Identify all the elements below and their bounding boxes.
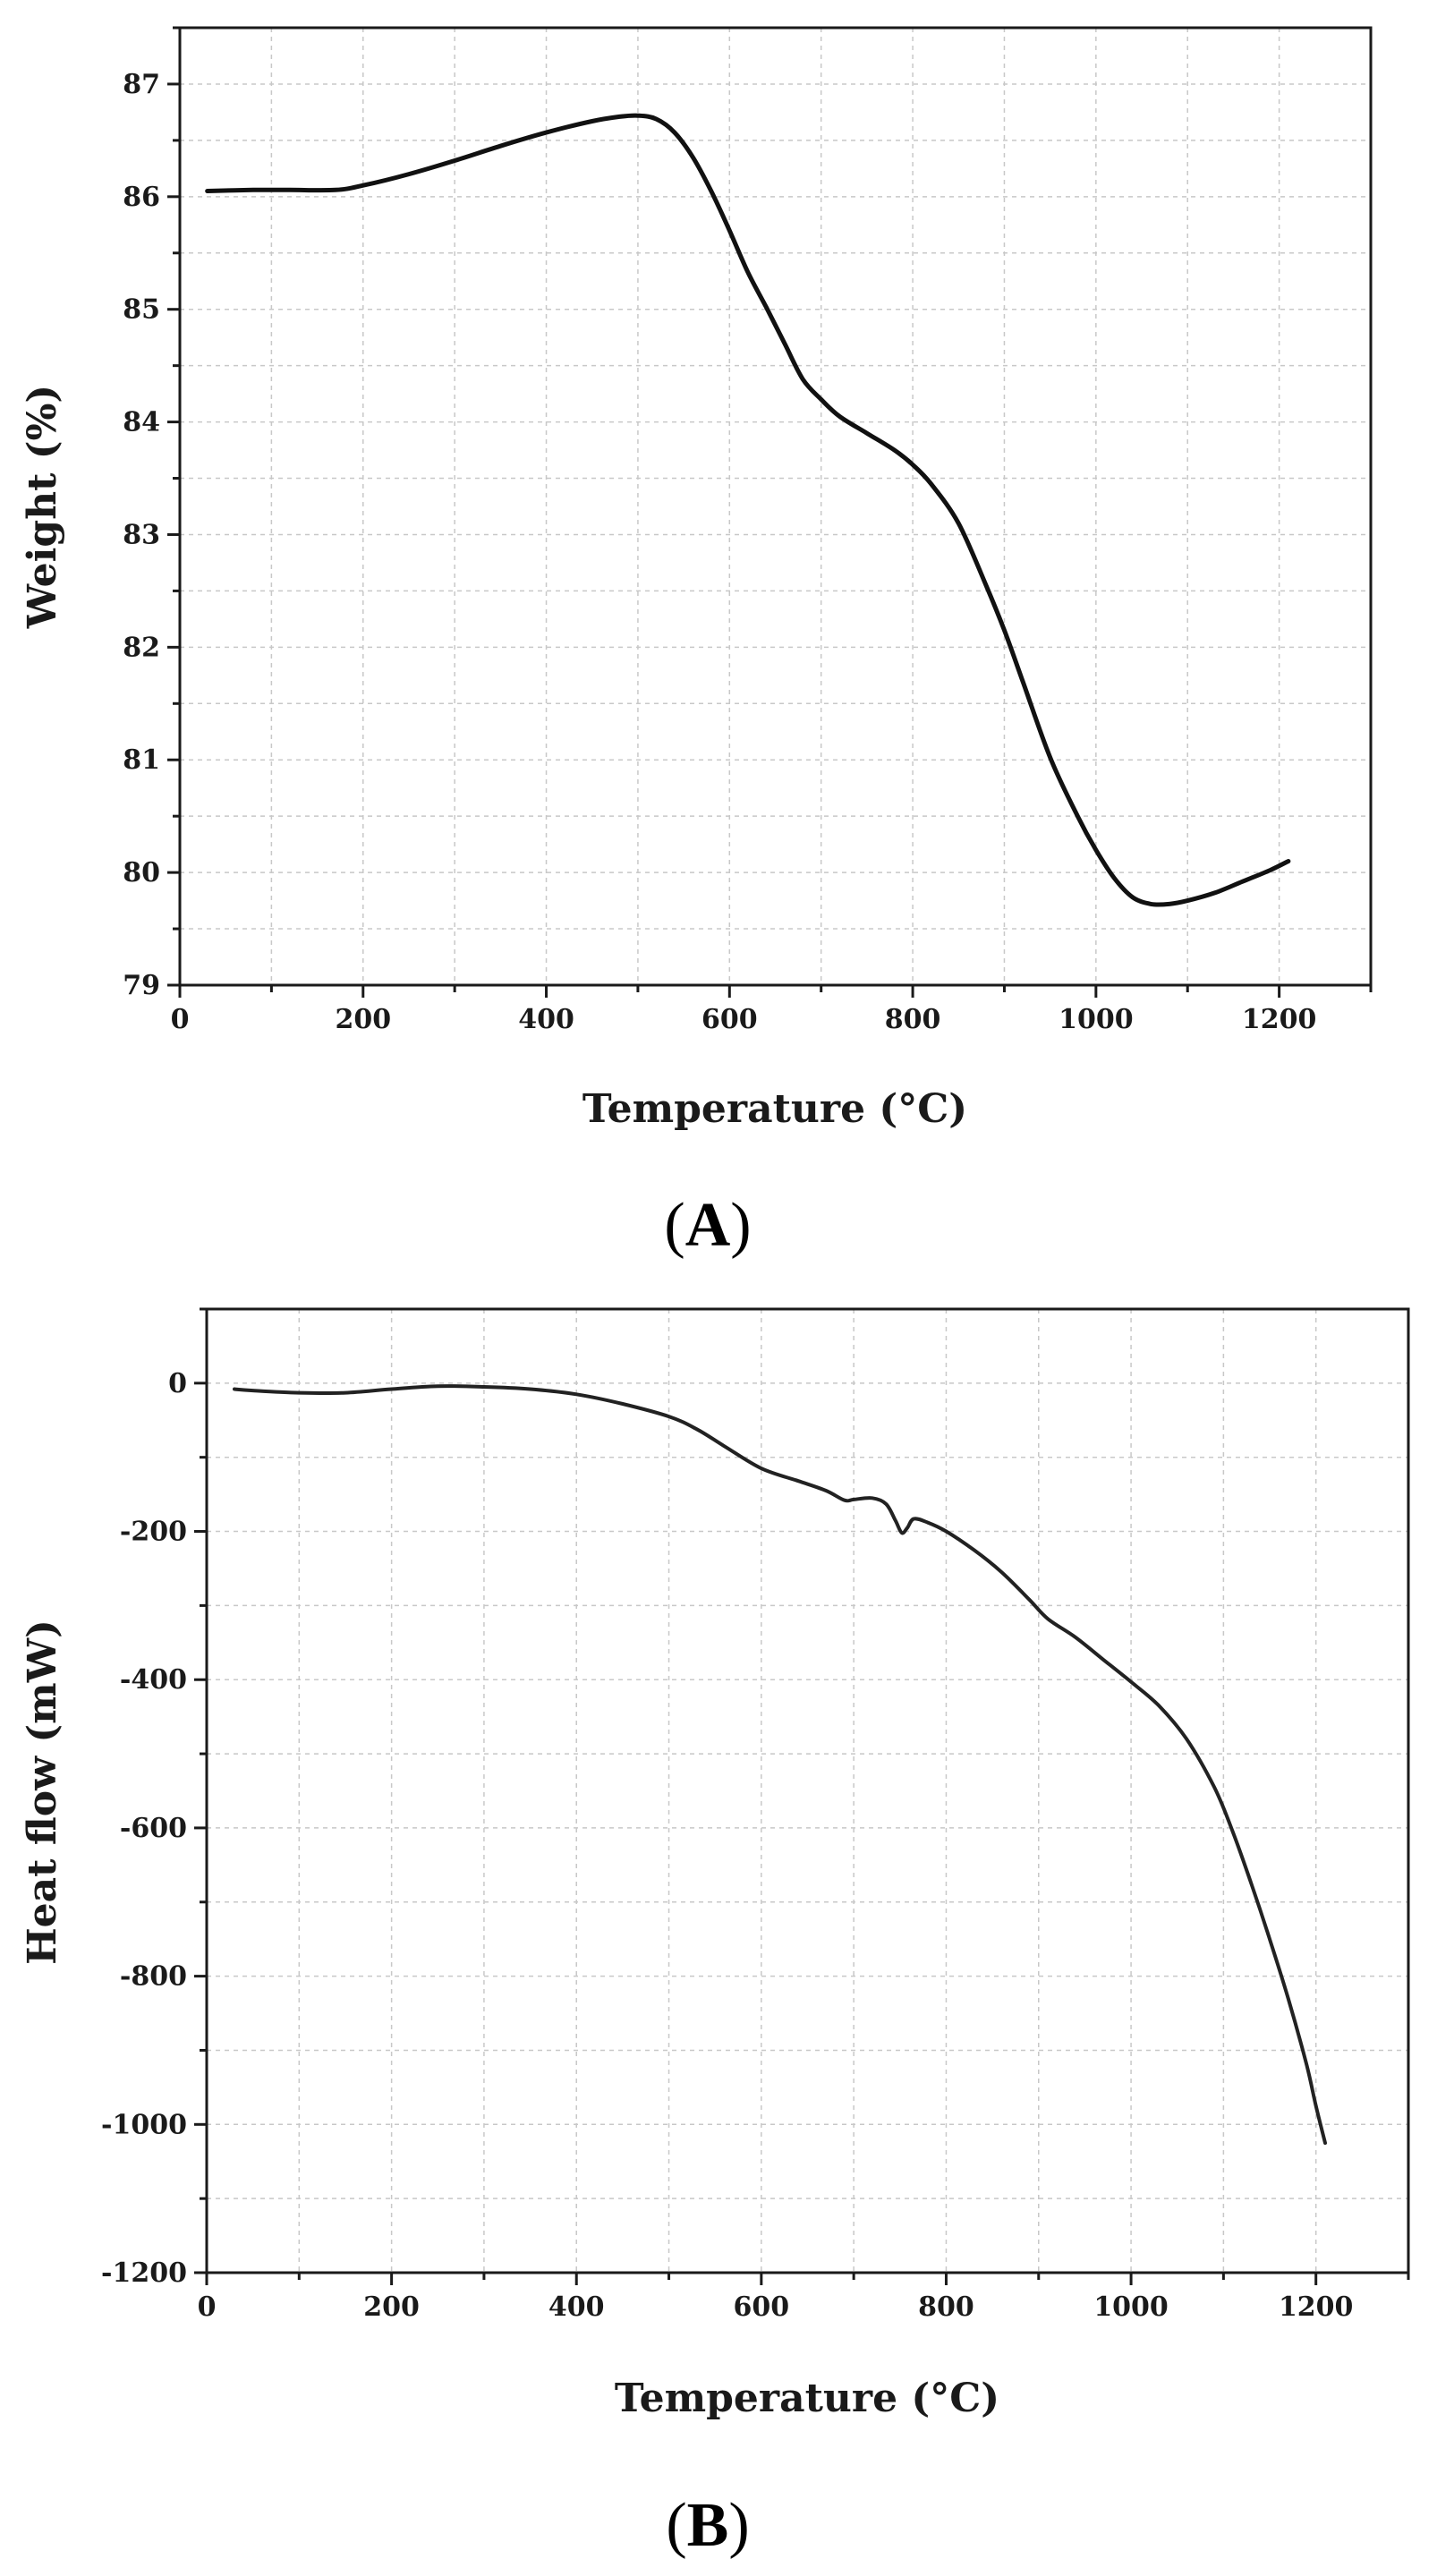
chart-a-y-tick-label: 86 — [123, 182, 160, 213]
chart-b-y-tick-label: -400 — [120, 1664, 187, 1696]
chart-b-x-tick-label: 800 — [918, 2291, 974, 2323]
chart-b-x-axis-label: Temperature (°C) — [615, 2376, 999, 2421]
chart-b-y-tick-label: -1200 — [101, 2257, 187, 2289]
chart-b-x-tick-label: 600 — [734, 2291, 790, 2323]
chart-a-y-axis-label: Weight (%) — [20, 385, 65, 629]
chart-a-y-tick-label: 85 — [123, 294, 160, 326]
chart-b-y-tick-label: -1000 — [101, 2109, 187, 2140]
chart-b-y-tick-label: 0 — [168, 1368, 187, 1399]
chart-b-tick-labels: 0 200 400 600 800 1000 1200 0 -200 -400 -600 -800 -1… — [101, 1368, 1353, 2323]
chart-b-y-tick-label: -800 — [120, 1961, 187, 1993]
chart-b-y-axis-label: Heat flow (mW) — [20, 1620, 65, 1965]
chart-b-y-tick-label: -200 — [120, 1517, 187, 1548]
chart-a-panel-label: (A) — [664, 1191, 751, 1260]
chart-a-x-tick-label: 400 — [518, 1004, 574, 1035]
chart-a-grid — [180, 28, 1371, 985]
chart-b-grid — [207, 1309, 1408, 2273]
chart-a-ticks — [167, 26, 1373, 998]
chart-b-x-tick-label: 200 — [363, 2291, 420, 2323]
chart-a-x-axis-label: Temperature (°C) — [582, 1086, 967, 1132]
chart-a-y-tick-label: 83 — [123, 519, 160, 550]
chart-a-y-tick-label: 82 — [123, 632, 160, 663]
chart-a-plot-frame — [178, 26, 1373, 987]
chart-b: 0 200 400 600 800 1000 1200 0 -200 -400 -600 -800 -1… — [20, 1307, 1410, 2560]
chart-b-x-tick-label: 1200 — [1279, 2291, 1354, 2323]
chart-a-y-tick-label: 79 — [123, 970, 160, 1001]
chart-b-plot-frame — [205, 1307, 1410, 2274]
chart-b-x-tick-label: 400 — [548, 2291, 605, 2323]
chart-a-y-tick-label: 81 — [123, 744, 160, 776]
chart-b-ticks — [194, 1307, 1410, 2285]
chart-a-x-tick-label: 1200 — [1242, 1004, 1317, 1035]
chart-b-y-tick-label: -600 — [120, 1813, 187, 1844]
chart-a-tick-labels: 0 200 400 600 800 1000 1200 79 80 81 82 83 84 85 86 87 — [123, 69, 1316, 1035]
chart-a-x-tick-label: 0 — [171, 1004, 190, 1035]
chart-a-y-tick-label: 84 — [123, 407, 160, 438]
chart-a-x-tick-label: 600 — [701, 1004, 758, 1035]
chart-b-x-tick-label: 1000 — [1093, 2291, 1169, 2323]
chart-a-x-tick-label: 200 — [335, 1004, 391, 1035]
chart-b-x-tick-label: 0 — [198, 2291, 217, 2323]
chart-a-x-tick-label: 1000 — [1059, 1004, 1134, 1035]
chart-a-y-tick-label: 87 — [123, 69, 160, 100]
chart-a: 0 200 400 600 800 1000 1200798081828384858687 … — [20, 26, 1373, 1260]
chart-a-weight-line — [205, 113, 1291, 907]
chart-b-heat-flow-line — [233, 1384, 1327, 2145]
chart-b-panel-label: (B) — [666, 2491, 749, 2560]
chart-a-y-tick-label: 80 — [123, 857, 160, 888]
chart-a-x-tick-label: 800 — [885, 1004, 941, 1035]
